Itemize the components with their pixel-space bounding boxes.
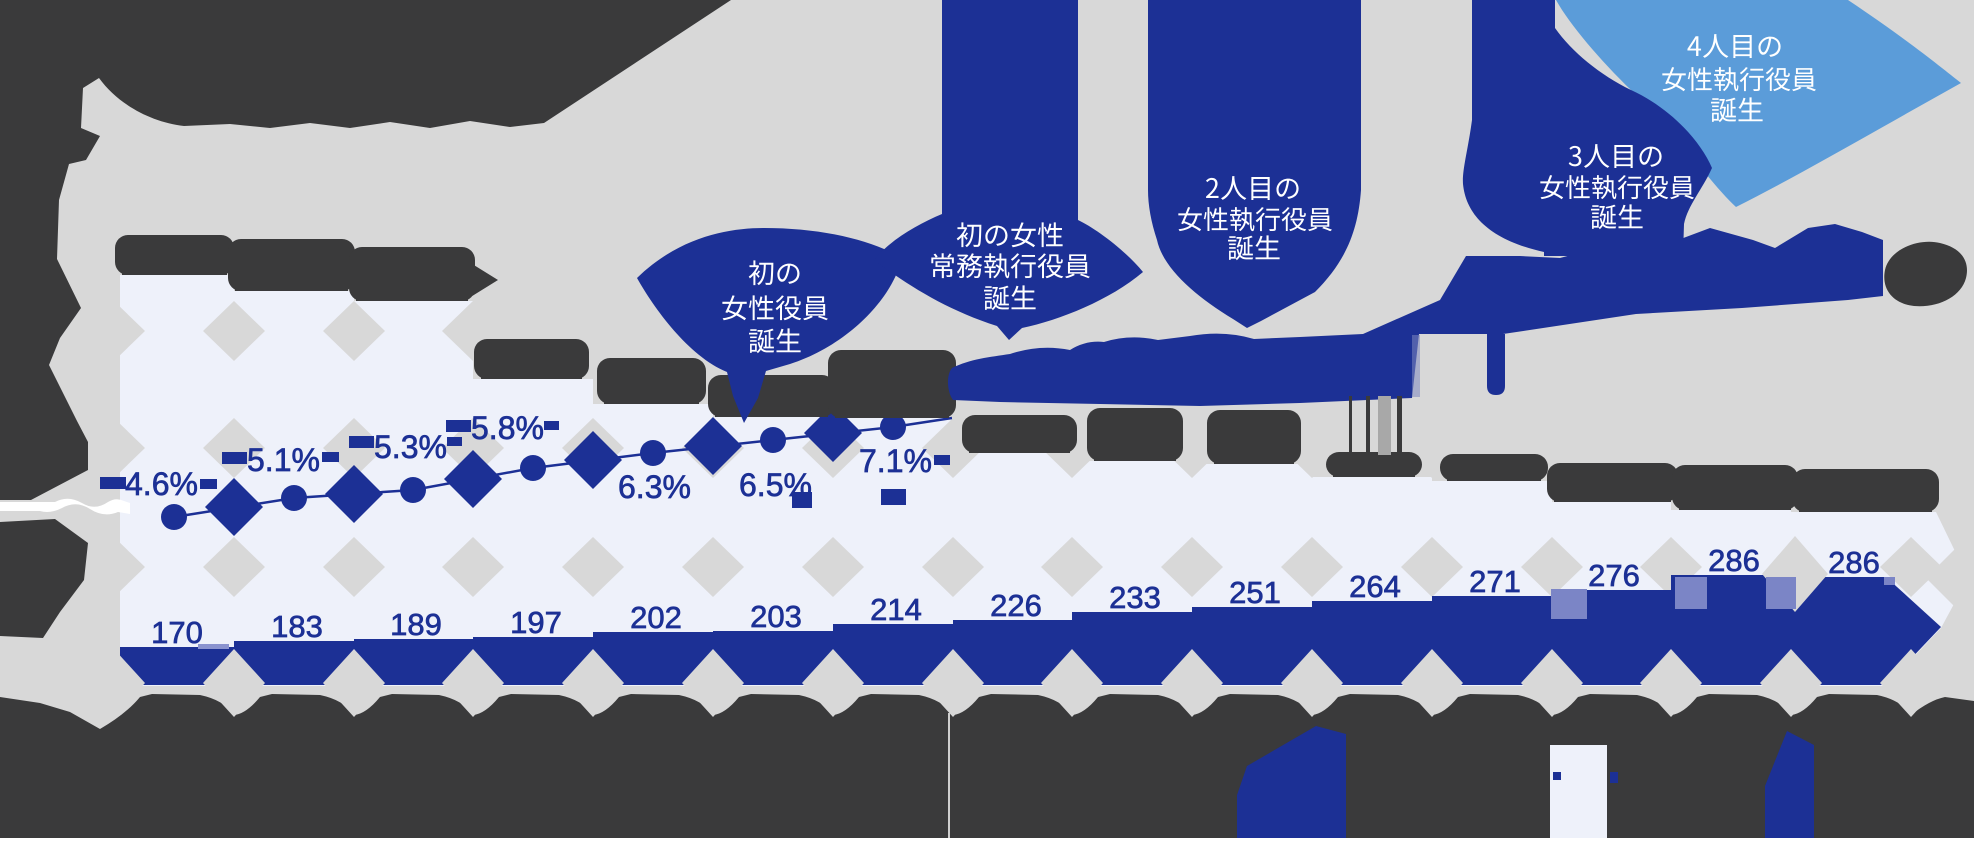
svg-text:251: 251 — [1229, 575, 1281, 610]
svg-text:286: 286 — [1828, 545, 1880, 580]
svg-text:197: 197 — [510, 605, 562, 640]
svg-text:6.3%: 6.3% — [618, 469, 691, 505]
svg-text:170: 170 — [151, 615, 203, 650]
svg-text:7.1%: 7.1% — [859, 443, 932, 479]
svg-text:4.6%: 4.6% — [125, 466, 198, 502]
svg-text:5.3%: 5.3% — [374, 429, 447, 465]
svg-text:271: 271 — [1469, 564, 1521, 599]
svg-text:233: 233 — [1109, 580, 1161, 615]
svg-text:264: 264 — [1349, 569, 1401, 604]
svg-text:5.8%: 5.8% — [471, 410, 544, 446]
svg-text:189: 189 — [390, 607, 442, 642]
svg-text:5.1%: 5.1% — [247, 442, 320, 478]
svg-text:214: 214 — [870, 592, 922, 627]
svg-text:183: 183 — [271, 609, 323, 644]
svg-text:286: 286 — [1708, 543, 1760, 578]
svg-text:226: 226 — [990, 588, 1042, 623]
svg-text:202: 202 — [630, 600, 682, 635]
svg-text:203: 203 — [750, 599, 802, 634]
svg-text:276: 276 — [1588, 558, 1640, 593]
